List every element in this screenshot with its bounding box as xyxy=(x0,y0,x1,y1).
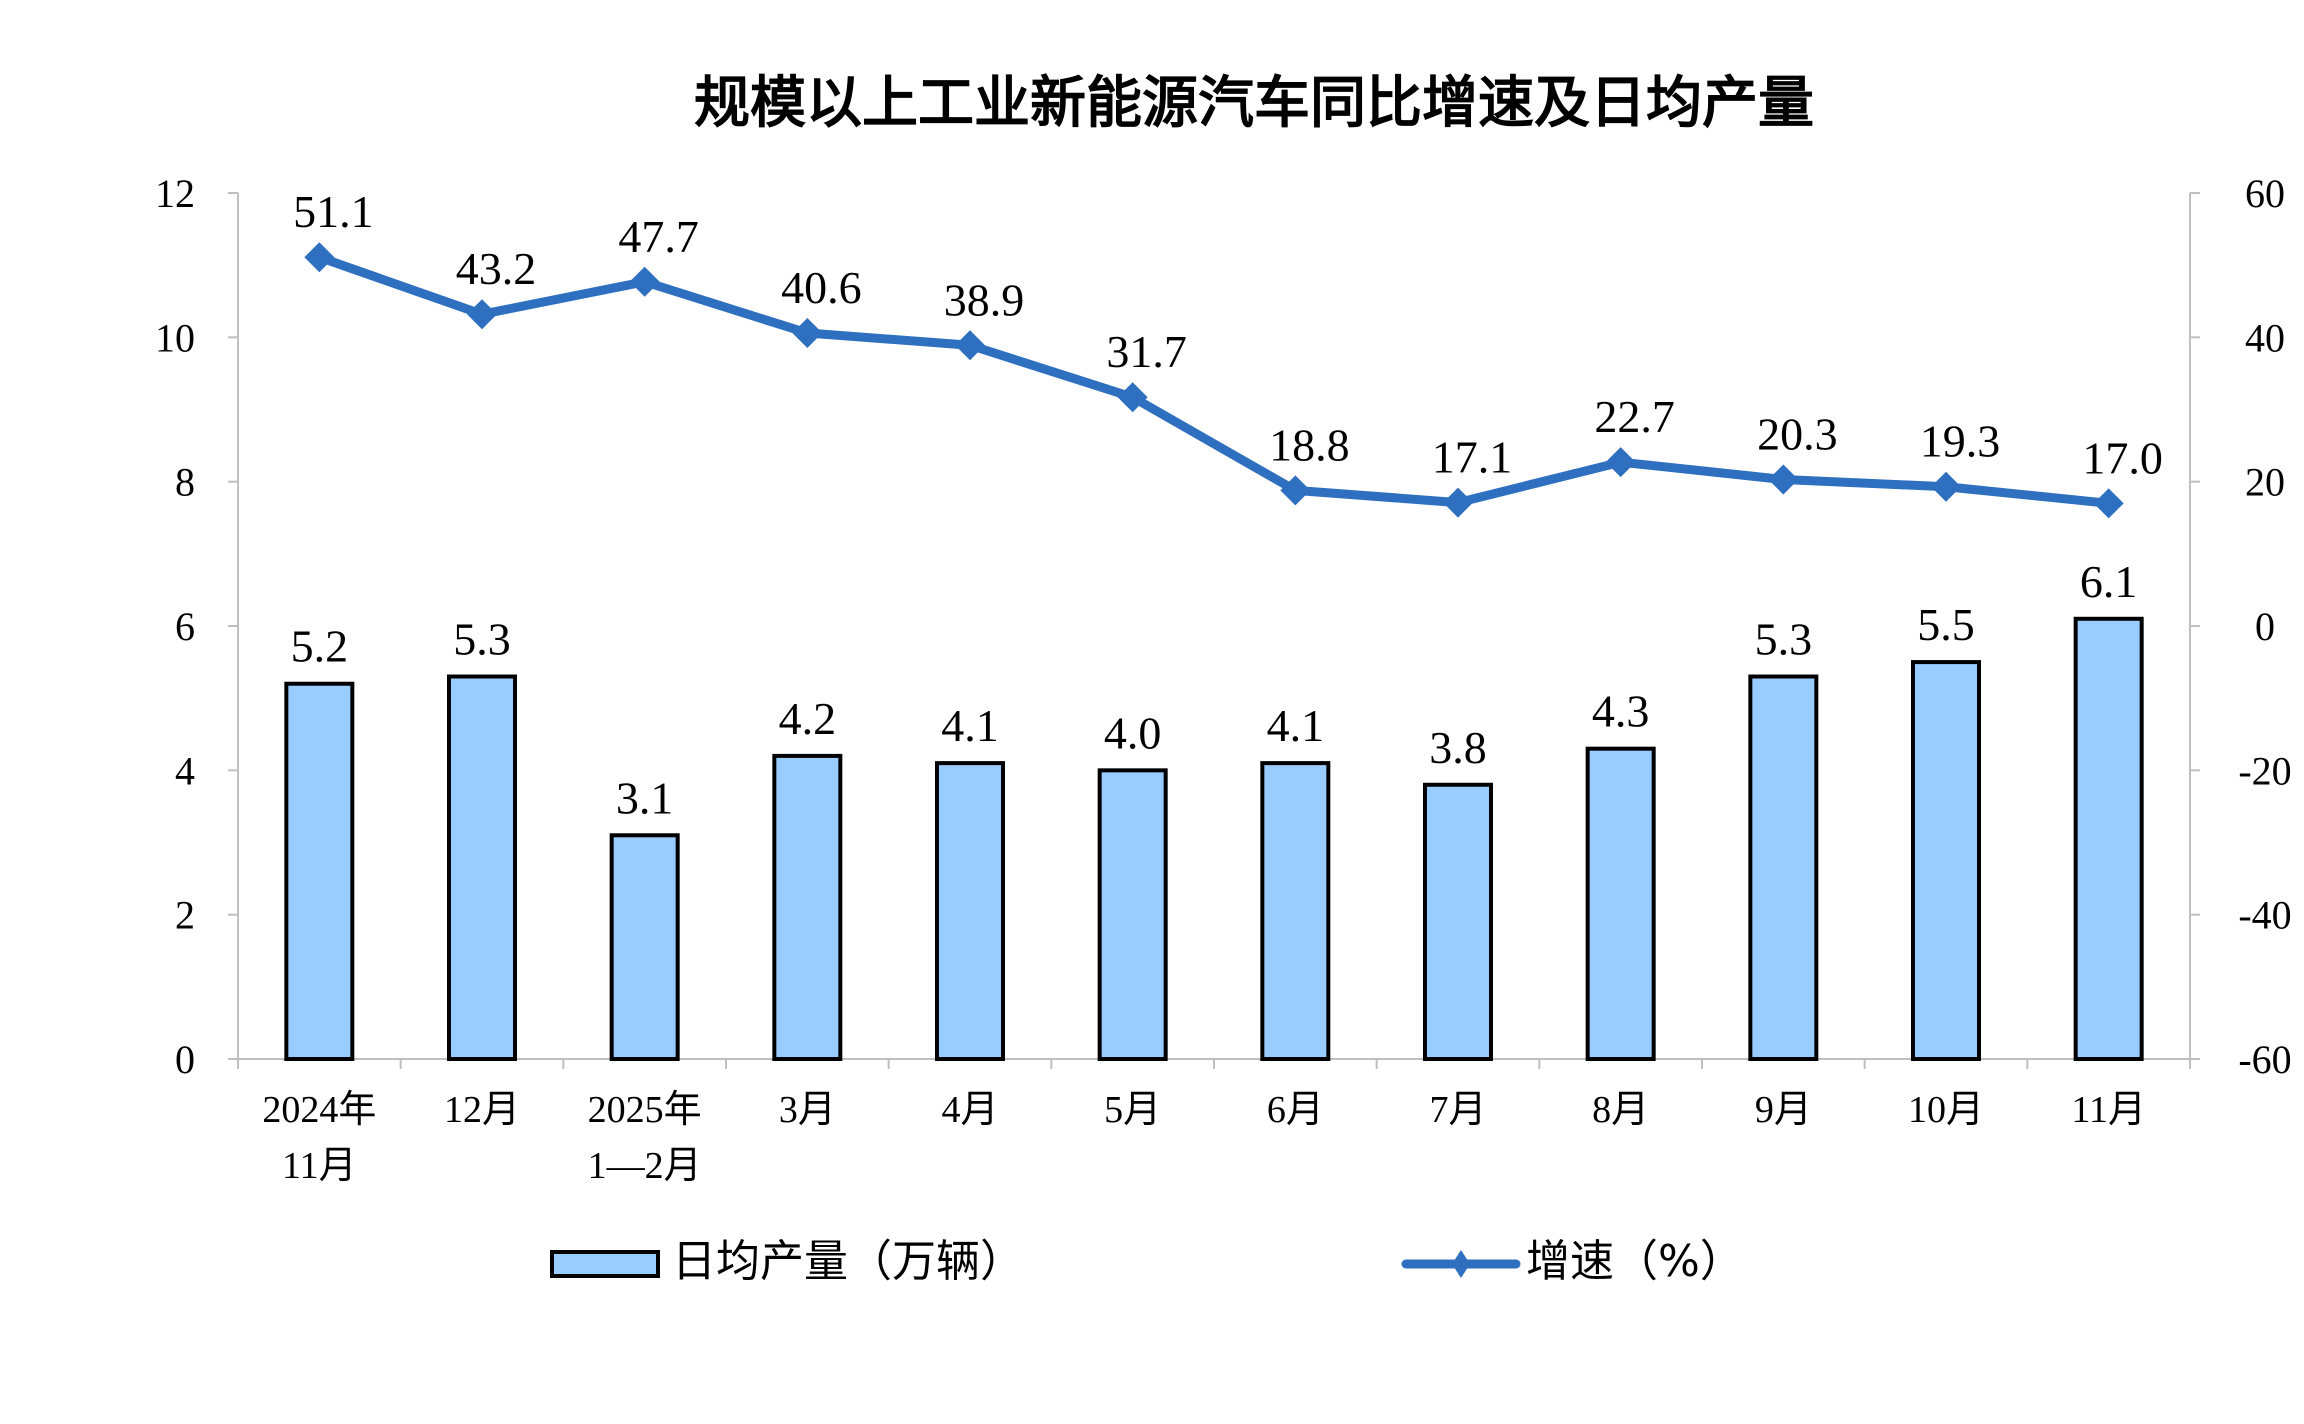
y-left-tick-label: 12 xyxy=(155,171,195,216)
line-data-label: 19.3 xyxy=(1920,416,2001,467)
x-tick-label: 12月 xyxy=(444,1089,520,1131)
bar-data-label: 4.3 xyxy=(1592,686,1650,737)
bar xyxy=(772,753,843,1062)
bar-data-label: 5.5 xyxy=(1917,599,1975,650)
x-tick-label: 3月 xyxy=(779,1089,836,1131)
line-marker xyxy=(792,318,823,349)
line-data-label: 22.7 xyxy=(1594,391,1675,442)
line-data-label: 17.1 xyxy=(1432,432,1513,483)
chart-title: 规模以上工业新能源汽车同比增速及日均产量 xyxy=(694,71,1814,136)
bar-data-label: 5.3 xyxy=(453,614,511,665)
bar xyxy=(1423,782,1493,1061)
bar xyxy=(447,674,517,1061)
bar-data-label: 5.3 xyxy=(1755,614,1813,665)
line-marker xyxy=(467,299,497,330)
y-right-tick-label: -40 xyxy=(2238,893,2291,938)
bar-data-label: 3.1 xyxy=(616,772,674,823)
x-tick-label: 10月 xyxy=(1908,1089,1984,1131)
bar-data-label: 4.1 xyxy=(1267,700,1325,751)
x-tick-label: 2025年 xyxy=(588,1089,702,1131)
bar xyxy=(1748,674,1819,1061)
line-marker xyxy=(2093,488,2124,519)
bar-data-label: 6.1 xyxy=(2080,556,2138,607)
y-left-tick-label: 0 xyxy=(175,1037,195,1082)
y-right-tick-label: 20 xyxy=(2245,460,2285,505)
bar xyxy=(284,681,355,1061)
line-marker xyxy=(1280,475,1311,506)
line-data-label: 18.8 xyxy=(1269,419,1350,470)
line-data-label: 40.6 xyxy=(781,262,862,313)
y-left-tick-label: 8 xyxy=(175,460,195,505)
x-tick-label: 2024年 xyxy=(262,1089,376,1131)
legend-line-label: 增速（%） xyxy=(1526,1236,1744,1287)
x-tick-label: 1—2月 xyxy=(588,1145,702,1187)
bar xyxy=(2073,616,2144,1061)
bar xyxy=(1097,768,1168,1061)
line-marker xyxy=(1117,382,1148,413)
line-data-label: 38.9 xyxy=(944,274,1025,325)
line-data-label: 47.7 xyxy=(618,211,699,262)
y-left-tick-label: 4 xyxy=(175,748,195,793)
line-data-label: 43.2 xyxy=(456,243,537,294)
legend-diamond-marker xyxy=(1452,1250,1470,1278)
bar-data-label: 3.8 xyxy=(1429,722,1487,773)
y-left-tick-label: 10 xyxy=(155,315,195,360)
legend-bar-label: 日均产量（万辆） xyxy=(672,1236,1024,1287)
growth-line xyxy=(317,252,2110,508)
bar xyxy=(935,761,1005,1061)
line-marker xyxy=(1443,487,1473,518)
bar xyxy=(1585,746,1656,1062)
y-left-tick-label: 6 xyxy=(175,604,195,649)
y-right-tick-label: 0 xyxy=(2255,604,2275,649)
line-marker xyxy=(1931,471,1961,502)
y-right-tick-label: 60 xyxy=(2245,171,2285,216)
legend-bar-swatch xyxy=(550,1250,660,1278)
bar xyxy=(1260,761,1331,1061)
legend: 日均产量（万辆） 增速（%） xyxy=(550,1236,1744,1287)
x-tick-label: 6月 xyxy=(1267,1089,1324,1131)
y-right-tick-label: -60 xyxy=(2238,1037,2291,1082)
y-left-tick-label: 2 xyxy=(175,893,195,938)
x-tick-label: 5月 xyxy=(1104,1089,1161,1131)
bar xyxy=(1911,660,1981,1061)
y-right-tick-label: -20 xyxy=(2238,748,2291,793)
bar xyxy=(609,833,680,1061)
line-data-label: 31.7 xyxy=(1106,326,1187,377)
x-tick-label: 8月 xyxy=(1592,1089,1649,1131)
bar-data-label: 5.2 xyxy=(291,621,349,672)
line-marker xyxy=(955,330,985,361)
x-tick-label: 4月 xyxy=(941,1089,998,1131)
x-tick-label: 11月 xyxy=(2071,1089,2146,1131)
x-tick-label: 7月 xyxy=(1429,1089,1486,1131)
line-data-label: 51.1 xyxy=(293,186,374,237)
line-marker xyxy=(1768,464,1799,495)
line-marker xyxy=(304,242,335,273)
bar-data-label: 4.1 xyxy=(941,700,999,751)
line-marker xyxy=(1605,447,1636,478)
bar-data-label: 4.2 xyxy=(779,693,837,744)
line-data-label: 17.0 xyxy=(2082,432,2163,483)
x-tick-label: 9月 xyxy=(1755,1089,1812,1131)
bar-data-label: 4.0 xyxy=(1104,707,1162,758)
line-data-label: 20.3 xyxy=(1757,409,1838,460)
x-tick-label: 11月 xyxy=(282,1145,357,1187)
y-right-tick-label: 40 xyxy=(2245,315,2285,360)
line-marker xyxy=(629,266,660,297)
